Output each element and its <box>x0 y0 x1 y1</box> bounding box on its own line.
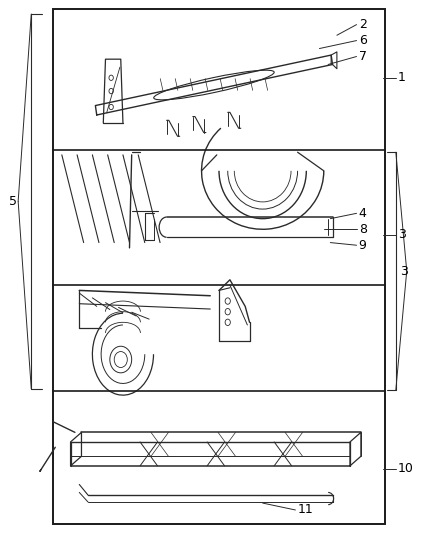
Text: 8: 8 <box>359 223 367 236</box>
Text: 10: 10 <box>398 462 414 475</box>
Text: 3: 3 <box>398 228 406 241</box>
Text: 7: 7 <box>359 50 367 63</box>
Text: 4: 4 <box>359 207 367 220</box>
Text: 2: 2 <box>359 18 367 31</box>
Text: 11: 11 <box>297 504 313 516</box>
Text: 3: 3 <box>400 264 408 278</box>
Text: 6: 6 <box>359 34 367 47</box>
Text: 9: 9 <box>359 239 367 252</box>
Bar <box>53 9 385 524</box>
Text: 1: 1 <box>398 71 406 84</box>
Text: 5: 5 <box>10 195 18 208</box>
